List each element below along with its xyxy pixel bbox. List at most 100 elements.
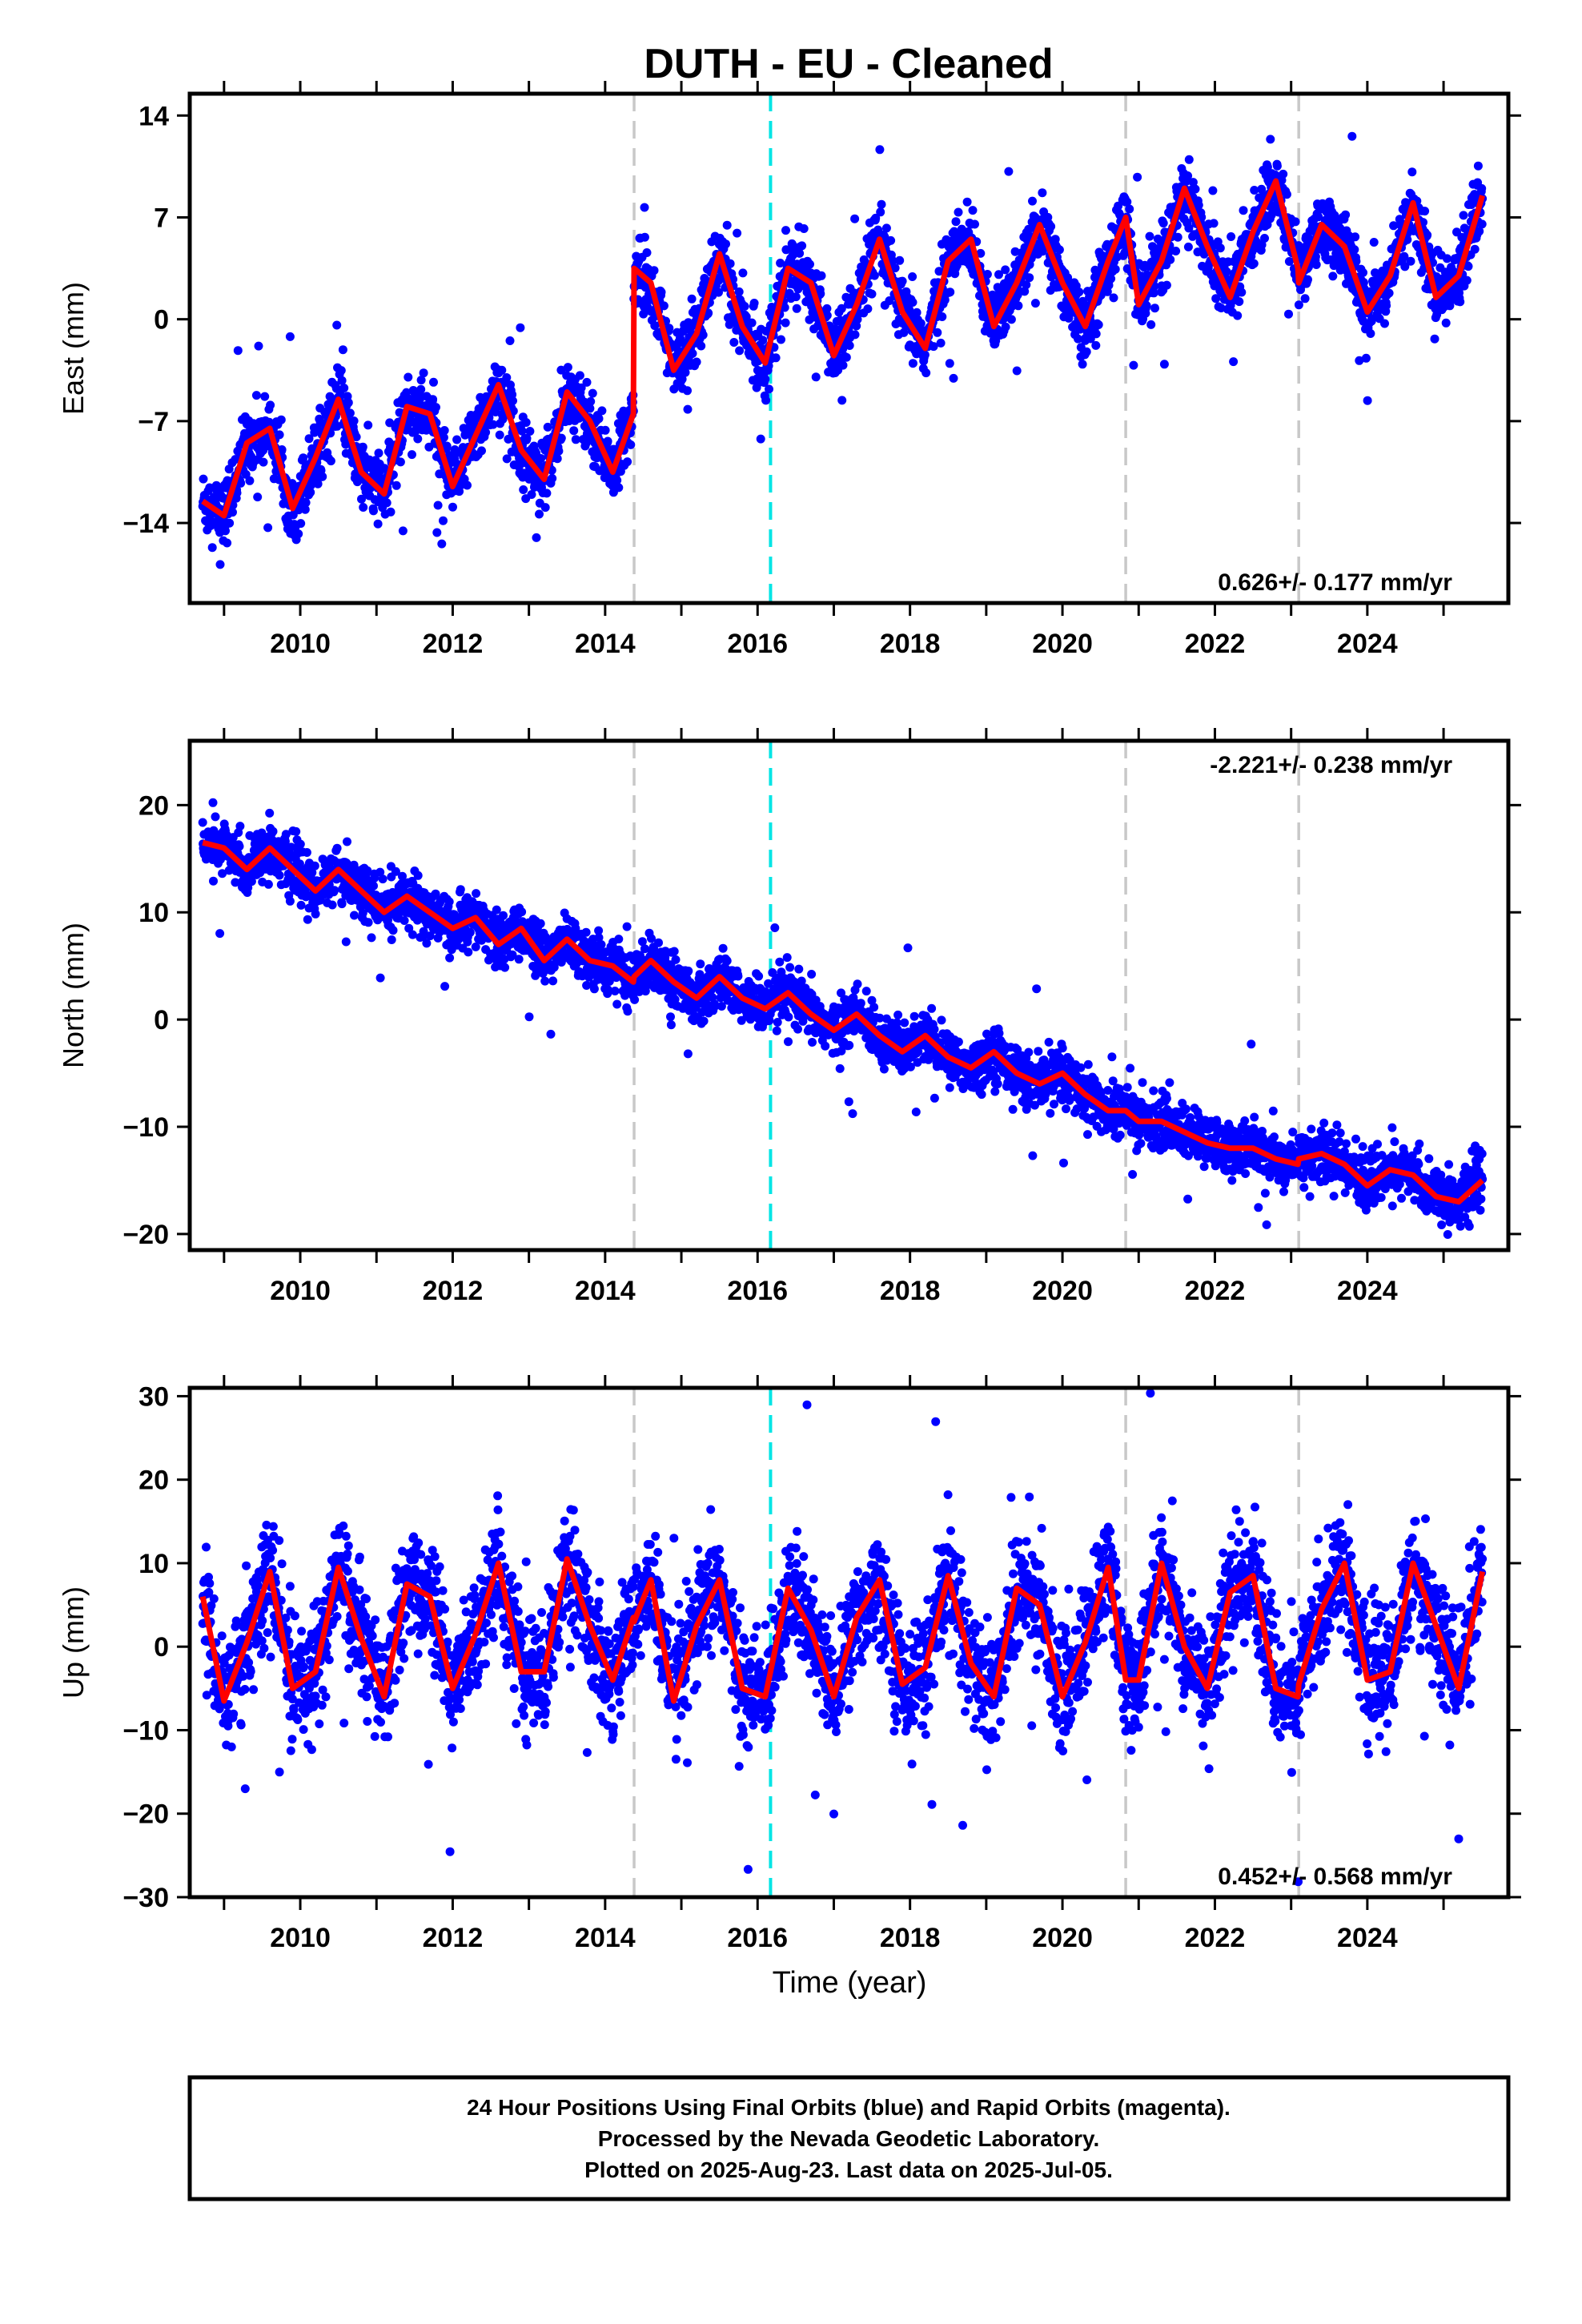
daily-position-point (299, 453, 308, 463)
daily-positions (198, 131, 1488, 569)
daily-position-point (351, 432, 361, 442)
daily-position-point (1012, 366, 1022, 376)
daily-position-point (386, 507, 396, 517)
daily-position-point (1074, 334, 1082, 344)
daily-position-point (805, 259, 814, 269)
daily-position-point (516, 323, 525, 332)
daily-position-point (886, 235, 896, 245)
daily-position-point (285, 896, 295, 906)
daily-position-point (795, 248, 805, 258)
daily-position-point (398, 871, 407, 881)
daily-position-point (465, 927, 475, 937)
daily-position-point (1382, 301, 1391, 311)
daily-position-point (1146, 320, 1156, 329)
daily-position-point (235, 842, 244, 851)
daily-position-point (556, 365, 566, 375)
daily-position-point (733, 228, 742, 238)
daily-position-point (268, 826, 278, 836)
daily-position-point (740, 302, 749, 311)
daily-position-point (921, 368, 931, 378)
daily-position-point (404, 923, 414, 933)
daily-position-point (1257, 184, 1267, 194)
daily-position-point (1227, 232, 1236, 241)
daily-position-point (758, 336, 768, 345)
daily-position-point (1022, 280, 1031, 290)
daily-position-point (1054, 245, 1064, 255)
daily-position-point (357, 494, 366, 504)
daily-position-point (199, 474, 208, 484)
daily-position-point (497, 365, 507, 375)
daily-position-point (687, 294, 697, 304)
daily-position-point (285, 332, 295, 341)
daily-position-point (563, 363, 572, 372)
x-tick-label: 2020 (1032, 629, 1093, 659)
daily-position-point (541, 932, 551, 942)
daily-position-point (341, 937, 351, 947)
daily-position-point (419, 927, 428, 936)
daily-position-point (432, 528, 442, 537)
daily-position-point (554, 446, 564, 456)
daily-position-point (535, 509, 544, 519)
daily-position-point (208, 798, 218, 807)
daily-position-point (1129, 360, 1138, 370)
x-tick-label: 2012 (423, 629, 484, 659)
daily-position-point (318, 472, 327, 481)
daily-position-point (876, 207, 885, 217)
daily-position-point (1078, 360, 1087, 369)
daily-position-point (433, 501, 443, 510)
daily-position-point (791, 292, 801, 302)
daily-position-point (215, 929, 225, 939)
daily-position-point (502, 373, 512, 382)
daily-position-point (540, 976, 550, 986)
daily-position-point (1407, 167, 1417, 177)
daily-position-point (1001, 265, 1010, 275)
daily-position-point (552, 454, 562, 464)
daily-position-point (725, 259, 735, 268)
daily-position-point (302, 848, 311, 857)
daily-position-point (1233, 311, 1243, 320)
daily-position-point (888, 256, 897, 266)
daily-position-point (223, 538, 232, 548)
daily-position-point (363, 420, 373, 430)
daily-position-point (295, 859, 304, 869)
daily-position-point (1420, 207, 1430, 216)
daily-position-point (938, 312, 947, 321)
daily-position-point (477, 446, 486, 456)
daily-position-point (301, 498, 311, 508)
daily-position-point (822, 311, 832, 320)
daily-position-point (1477, 219, 1487, 229)
daily-position-point (1341, 210, 1351, 219)
daily-position-point (505, 336, 515, 345)
daily-position-point (1162, 280, 1171, 290)
daily-position-point (517, 426, 527, 436)
x-tick-label: 2022 (1185, 629, 1246, 659)
daily-position-point (1010, 247, 1020, 256)
daily-position-point (697, 341, 706, 351)
daily-position-point (1284, 257, 1294, 266)
plot-frame (187, 91, 1511, 605)
daily-position-point (640, 203, 649, 212)
daily-position-point (1094, 320, 1103, 329)
daily-position-point (556, 958, 566, 967)
daily-position-point (215, 560, 225, 569)
daily-position-point (440, 982, 450, 991)
daily-position-point (1025, 273, 1034, 283)
daily-position-point (304, 434, 314, 444)
daily-position-point (1423, 230, 1432, 239)
daily-position-point (683, 404, 693, 414)
daily-position-point (404, 372, 413, 382)
daily-position-point (612, 476, 622, 485)
daily-position-point (452, 448, 462, 457)
x-tick-label: 2024 (1337, 629, 1398, 659)
daily-position-point (1456, 297, 1465, 307)
daily-position-point (597, 406, 607, 416)
daily-position-point (1091, 340, 1101, 350)
daily-position-point (623, 457, 632, 467)
daily-position-point (1250, 186, 1259, 195)
daily-position-point (548, 976, 558, 986)
daily-position-point (350, 911, 359, 920)
daily-position-point (575, 371, 584, 380)
daily-position-point (714, 287, 723, 297)
daily-position-point (659, 301, 669, 311)
daily-position-point (349, 416, 359, 426)
